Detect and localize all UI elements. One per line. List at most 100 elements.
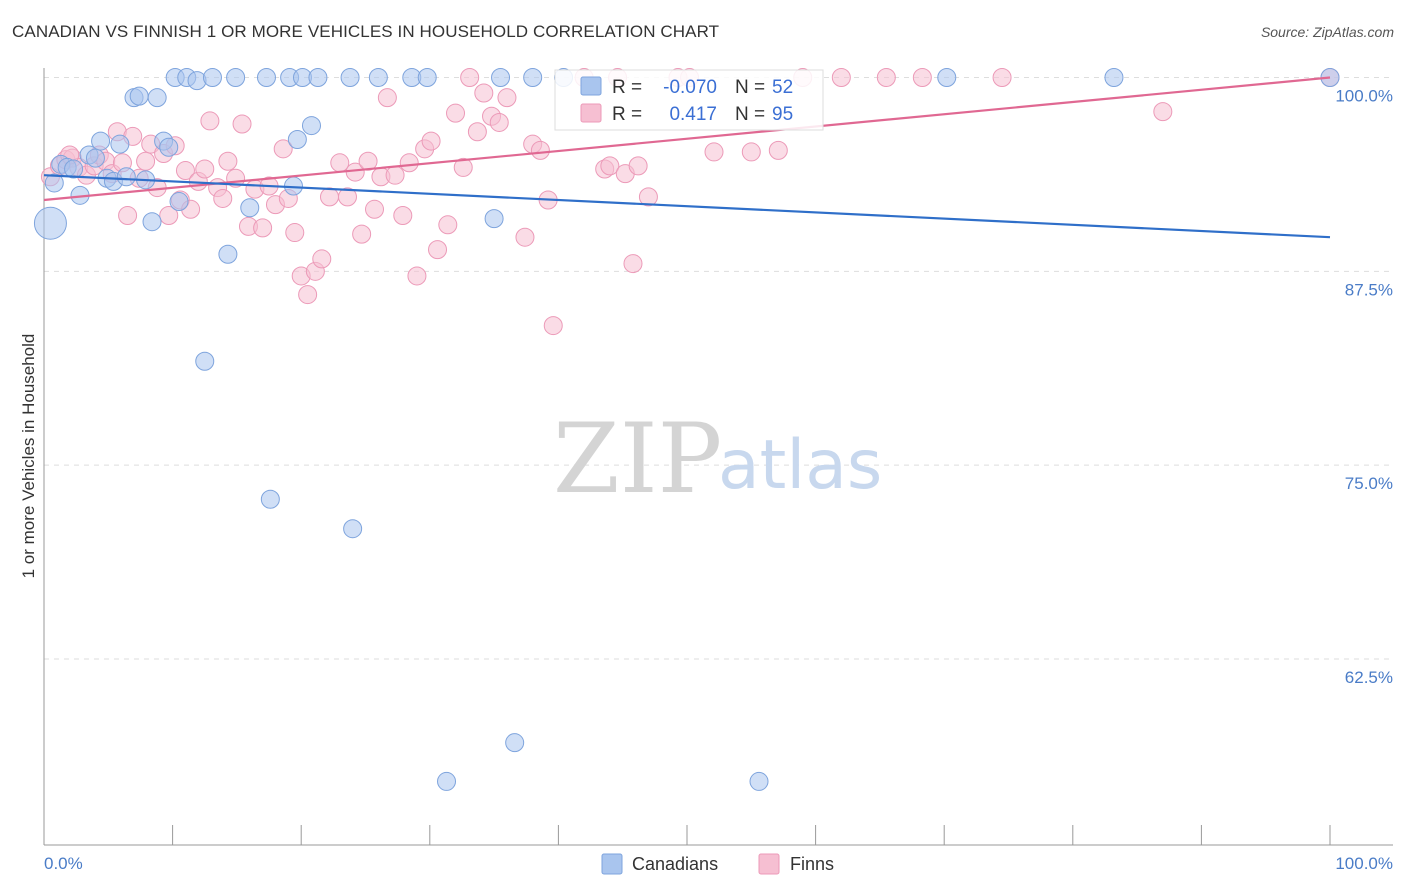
finns-point	[623, 254, 643, 274]
finns-point	[912, 68, 932, 88]
trend-lines	[43, 76, 1331, 239]
finns-point	[460, 68, 480, 88]
finns-point	[446, 103, 466, 123]
canadians-point	[85, 148, 105, 168]
x-tick-label-left: 0.0%	[44, 854, 83, 873]
legend-swatch-finns	[758, 853, 780, 875]
finns-point	[136, 151, 156, 171]
y-tick-label: 100.0%	[1335, 87, 1393, 106]
canadians-point	[195, 351, 215, 371]
canadians-point	[91, 131, 111, 151]
finns-point	[352, 224, 372, 244]
finns-point	[489, 112, 509, 132]
finns-point	[1153, 102, 1173, 122]
finns-point	[530, 140, 550, 160]
finns-point	[273, 139, 293, 159]
legend-swatch-canadians	[601, 853, 623, 875]
finns-point	[319, 187, 339, 207]
canadians-point	[523, 68, 543, 88]
finns-point	[876, 68, 896, 88]
stats-r-label-canadians: R =	[612, 77, 642, 98]
stats-box: R = -0.070 N = 52 R = 0.417 N = 95	[554, 69, 824, 131]
stats-r-value-canadians: -0.070	[663, 77, 717, 98]
finns-point	[628, 156, 648, 176]
finns-point	[159, 205, 179, 225]
canadians-point	[301, 116, 321, 136]
canadians-trend-line	[43, 174, 1331, 239]
finns-point	[377, 88, 397, 108]
canadians-point	[169, 192, 189, 212]
y-axis-title: 1 or more Vehicles in Household	[19, 334, 38, 579]
watermark-zip: ZIP	[553, 403, 722, 515]
finns-point	[337, 187, 357, 207]
canadians-point	[1104, 68, 1124, 88]
finns-point	[600, 156, 620, 176]
finns-point	[385, 165, 405, 185]
gridlines	[44, 77, 1393, 660]
chart-title: CANADIAN VS FINNISH 1 OR MORE VEHICLES I…	[12, 22, 720, 41]
finns-point	[118, 205, 138, 225]
finns-point	[213, 188, 233, 208]
finns-point	[453, 157, 473, 177]
finns-point	[831, 68, 851, 88]
finns-point	[438, 215, 458, 235]
y-tick-label: 62.5%	[1345, 668, 1393, 687]
finns-point	[298, 285, 318, 305]
canadians-point	[287, 130, 307, 150]
legend: Canadians Finns	[601, 853, 834, 875]
stats-r-label-finns: R =	[612, 104, 642, 125]
finns-point	[992, 68, 1012, 88]
canadians-point	[491, 68, 511, 88]
finns-point	[543, 316, 563, 336]
canadians-point	[44, 173, 64, 193]
canadians-point	[437, 771, 457, 791]
canadians-point	[116, 167, 136, 187]
canadians-point	[187, 71, 207, 91]
stats-swatch-canadians	[580, 76, 602, 96]
canadians-point	[749, 771, 769, 791]
watermark-atlas: atlas	[718, 426, 882, 505]
canadians-point	[202, 68, 222, 88]
finns-point	[312, 249, 332, 269]
canadians-point	[937, 68, 957, 88]
finns-trend-line	[43, 76, 1331, 202]
canadians-point	[256, 68, 276, 88]
finns-point	[175, 161, 195, 181]
canadians-point	[308, 68, 328, 88]
y-tick-label: 87.5%	[1345, 280, 1393, 299]
finns-point	[195, 159, 215, 179]
finns-point	[704, 142, 724, 162]
finns-point	[218, 151, 238, 171]
canadians-point	[33, 206, 67, 240]
finns-point	[365, 199, 385, 219]
axes	[43, 68, 1393, 846]
legend-label-finns: Finns	[790, 854, 834, 874]
canadians-point	[417, 68, 437, 88]
finns-point	[253, 218, 273, 238]
canadians-point	[64, 159, 84, 179]
stats-n-label-canadians: N =	[735, 77, 765, 98]
canadians-point	[343, 519, 363, 539]
canadians-point	[218, 244, 238, 264]
stats-n-value-finns: 95	[772, 104, 793, 125]
x-tick-label-right: 100.0%	[1335, 854, 1393, 873]
canadians-point	[484, 209, 504, 229]
legend-label-canadians: Canadians	[632, 854, 718, 874]
finns-point	[497, 88, 517, 108]
canadians-point	[240, 198, 260, 218]
finns-point	[467, 122, 487, 142]
y-tick-label: 75.0%	[1345, 474, 1393, 493]
canadians-point	[368, 68, 388, 88]
canadians-point	[505, 733, 525, 753]
stats-swatch-finns	[580, 103, 602, 123]
finns-point	[638, 187, 658, 207]
stats-n-label-finns: N =	[735, 104, 765, 125]
canadians-point	[142, 212, 162, 232]
finns-point	[399, 153, 419, 173]
finns-point	[515, 227, 535, 247]
canadians-point	[159, 137, 179, 157]
finns-point	[741, 142, 761, 162]
canadians-point	[340, 68, 360, 88]
canadians-points	[33, 68, 1340, 791]
canadians-point	[147, 88, 167, 108]
